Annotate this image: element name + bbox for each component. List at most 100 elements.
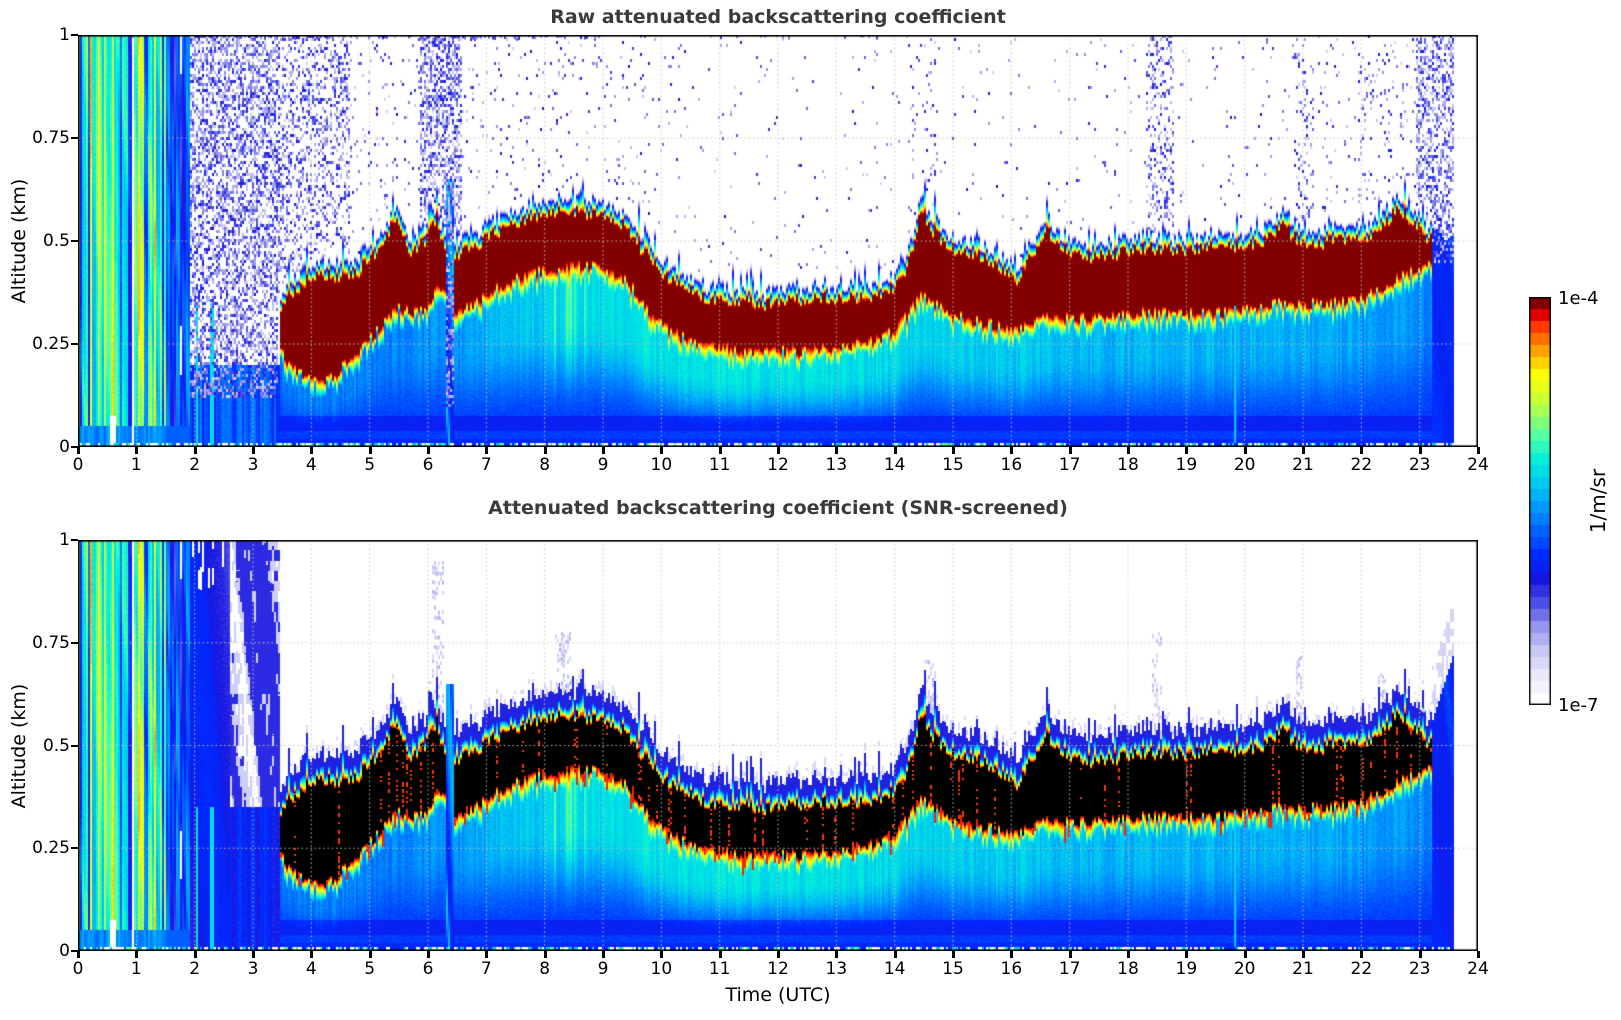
x-tick-mark (135, 951, 139, 958)
x-tick-mark (543, 447, 547, 454)
x-tick-label: 21 (1292, 455, 1314, 475)
x-tick-mark (1185, 951, 1189, 958)
x-tick-mark (252, 951, 255, 958)
x-tick-label: 6 (422, 455, 434, 475)
x-tick-label: 8 (539, 455, 551, 475)
x-tick-label: 3 (247, 455, 259, 475)
x-tick-mark (718, 951, 722, 958)
x-tick-mark (1010, 447, 1014, 454)
x-tick-mark (777, 951, 780, 958)
x-tick-label: 10 (650, 959, 673, 979)
x-tick-mark (1068, 951, 1072, 958)
x-tick-label: 15 (942, 959, 964, 979)
x-tick-label: 4 (305, 455, 317, 475)
x-tick-mark (952, 447, 955, 454)
x-tick-label: 4 (305, 959, 317, 979)
x-tick-mark (485, 447, 489, 454)
x-tick-label: 20 (1233, 959, 1256, 979)
panel2-heatmap (78, 540, 1478, 951)
x-tick-label: 7 (480, 455, 492, 475)
x-tick-mark (310, 951, 314, 958)
x-tick-label: 23 (1408, 959, 1431, 979)
x-tick-mark (1068, 447, 1072, 454)
x-tick-mark (602, 447, 605, 454)
x-tick-mark (660, 447, 664, 454)
x-tick-label: 3 (247, 959, 259, 979)
y-tick-mark (71, 950, 78, 952)
x-tick-mark (427, 951, 430, 958)
y-tick-mark (71, 539, 78, 541)
x-tick-label: 17 (1058, 455, 1081, 475)
x-tick-label: 1 (130, 959, 142, 979)
y-tick-mark (71, 446, 78, 448)
x-tick-mark (1360, 447, 1364, 454)
x-tick-label: 22 (1350, 455, 1373, 475)
x-tick-mark (1360, 951, 1364, 958)
x-tick-mark (543, 951, 547, 958)
x-tick-mark (1010, 951, 1014, 958)
x-tick-mark (835, 447, 839, 454)
y-tick-mark (71, 343, 78, 345)
x-tick-mark (893, 951, 897, 958)
x-axis-label: Time (UTC) (725, 984, 831, 1006)
x-tick-mark (77, 951, 80, 958)
x-tick-mark (602, 951, 605, 958)
panel1-heatmap (78, 35, 1478, 447)
x-tick-label: 10 (650, 455, 673, 475)
x-tick-label: 12 (767, 455, 789, 475)
x-tick-label: 7 (480, 959, 492, 979)
x-tick-mark (252, 447, 255, 454)
x-tick-mark (485, 951, 489, 958)
x-tick-label: 13 (825, 959, 848, 979)
x-tick-label: 0 (72, 455, 84, 475)
x-tick-mark (193, 951, 197, 958)
x-tick-label: 24 (1467, 455, 1489, 475)
x-tick-mark (1477, 447, 1480, 454)
x-tick-label: 19 (1175, 455, 1198, 475)
x-tick-label: 8 (539, 959, 551, 979)
y-tick-label: 0.25 (32, 334, 70, 354)
x-tick-mark (835, 951, 839, 958)
x-tick-mark (1418, 951, 1422, 958)
x-tick-label: 20 (1233, 455, 1256, 475)
x-tick-label: 12 (767, 959, 789, 979)
x-tick-label: 14 (883, 959, 906, 979)
x-tick-label: 24 (1467, 959, 1489, 979)
x-tick-label: 9 (597, 959, 609, 979)
x-tick-mark (1243, 447, 1247, 454)
x-tick-mark (135, 447, 139, 454)
x-tick-label: 11 (708, 455, 731, 475)
x-tick-label: 22 (1350, 959, 1373, 979)
y-tick-label: 0.75 (32, 128, 70, 148)
y-tick-label: 0 (59, 941, 70, 961)
x-tick-label: 9 (597, 455, 609, 475)
x-tick-label: 2 (189, 455, 201, 475)
x-tick-mark (1127, 447, 1130, 454)
x-tick-label: 5 (364, 959, 376, 979)
panel1-title: Raw attenuated backscattering coefficien… (550, 6, 1006, 28)
y-tick-mark (71, 641, 78, 644)
colorbar-unit-label: 1/m/sr (1586, 468, 1610, 534)
x-tick-mark (1418, 447, 1422, 454)
x-tick-mark (777, 447, 780, 454)
x-tick-mark (718, 447, 722, 454)
y-tick-mark (71, 240, 78, 242)
x-tick-label: 15 (942, 455, 964, 475)
x-tick-mark (1127, 951, 1130, 958)
x-tick-mark (193, 447, 197, 454)
y-tick-mark (71, 847, 78, 850)
panel2-title: Attenuated backscattering coefficient (S… (488, 497, 1068, 519)
y-tick-label: 1 (59, 530, 70, 550)
y-tick-label: 1 (59, 25, 70, 45)
x-tick-label: 2 (189, 959, 201, 979)
y-tick-mark (71, 34, 78, 36)
x-tick-mark (1243, 951, 1247, 958)
x-tick-label: 19 (1175, 959, 1198, 979)
x-tick-label: 21 (1292, 959, 1314, 979)
x-tick-label: 14 (883, 455, 906, 475)
x-tick-mark (1477, 951, 1480, 958)
x-tick-mark (893, 447, 897, 454)
x-tick-mark (952, 951, 955, 958)
x-tick-label: 16 (1000, 455, 1023, 475)
